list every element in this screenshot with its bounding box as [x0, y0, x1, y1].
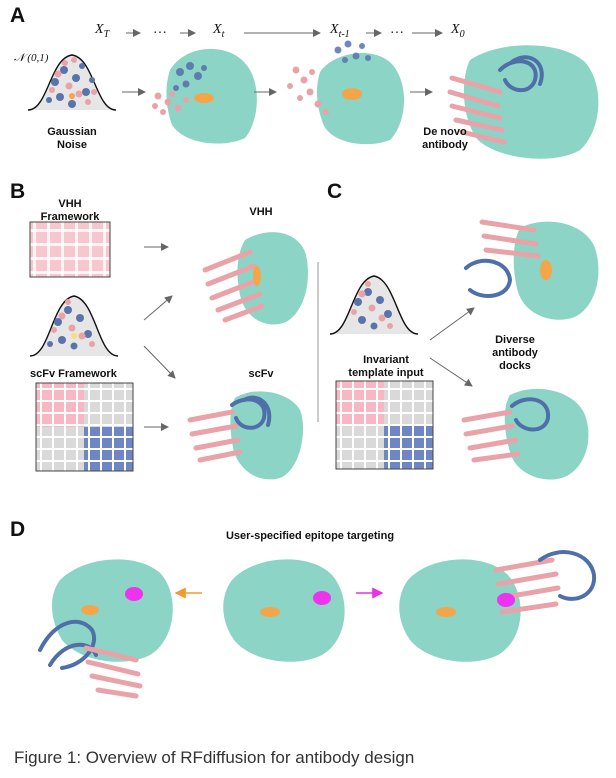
vhh-framework-matrix	[29, 221, 111, 278]
panel-d-letter: D	[10, 518, 26, 541]
scfv-framework-matrix	[35, 382, 134, 472]
diverse-docks-label: Diverse antibody docks	[492, 334, 538, 372]
scfv-label: scFv	[248, 368, 274, 380]
panel-a-letter: A	[10, 4, 26, 27]
invariant-template-matrix	[335, 380, 434, 470]
vhh-structure	[202, 232, 308, 325]
panel-d-left-complex	[38, 559, 173, 699]
panel-d-right-complex	[399, 550, 597, 662]
step-x-0: X0	[451, 22, 465, 40]
diverse-dock-1	[464, 219, 599, 320]
step-x-t: Xt	[213, 22, 225, 40]
gaussian-noise-label: Gaussian Noise	[47, 126, 97, 151]
step-x-t-minus-1: Xt-1	[330, 22, 350, 40]
invariant-template-label: Invariant template input	[348, 354, 424, 379]
target-protein-step-2	[152, 48, 257, 144]
figure-caption: Figure 1: Overview of RFdiffusion for an…	[14, 748, 415, 767]
de-novo-antibody-label: De novo antibody	[422, 126, 468, 151]
vhh-framework-label: VHH Framework	[40, 198, 100, 223]
scfv-framework-label: scFv Framework	[30, 368, 117, 380]
panel-b-letter: B	[10, 180, 26, 203]
vhh-label: VHH	[249, 206, 273, 218]
target-protein-step-3	[287, 40, 405, 145]
gaussian-noise-cloud-c	[329, 275, 419, 335]
panel-d-center-target	[223, 559, 345, 662]
de-novo-antibody-complex	[447, 45, 599, 159]
gaussian-noise-cloud	[27, 54, 117, 111]
step-ellipsis-1: …	[154, 22, 167, 37]
diverse-dock-2	[461, 388, 589, 480]
step-ellipsis-2: …	[391, 22, 404, 37]
normal-distribution-label: 𝒩 (0,1)	[14, 52, 49, 64]
gaussian-noise-cloud-b	[29, 295, 119, 357]
scfv-structure	[187, 391, 304, 480]
epitope-targeting-title: User-specified epitope targeting	[225, 530, 395, 542]
step-x-t-big: XT	[95, 22, 110, 40]
panel-c-letter: C	[327, 180, 343, 203]
